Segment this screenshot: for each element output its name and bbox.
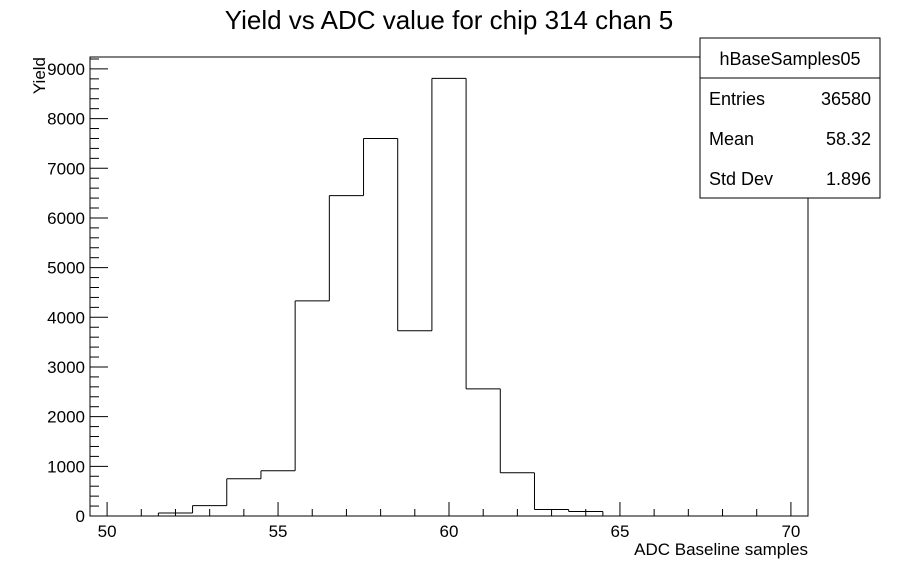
x-axis: 50 55 60 65 70 [98,502,800,541]
x-tick-label: 50 [98,522,117,541]
chart-title: Yield vs ADC value for chip 314 chan 5 [225,5,674,35]
histogram-bin [260,470,296,479]
stats-box-frame [699,37,881,199]
x-tick-label: 65 [610,522,629,541]
x-tick-label: 70 [781,522,800,541]
histogram-bin [431,77,467,331]
y-tick-label: 0 [76,507,85,526]
stats-mean-value: 58.32 [826,129,871,149]
histogram-bin [397,138,432,332]
histogram-bin [226,478,261,506]
y-axis-title: Yield [30,57,49,94]
stats-box: hBaseSamples05 Entries 36580 Mean 58.32 … [699,37,881,199]
histogram-bin [465,78,501,390]
histogram-bin [499,388,535,474]
stats-box-title: hBaseSamples05 [719,49,860,69]
stats-stddev-label: Std Dev [709,169,773,189]
y-tick-label: 1000 [47,457,85,476]
x-tick-label: 55 [269,522,288,541]
y-tick-label: 4000 [47,308,85,327]
y-tick-label: 7000 [47,159,85,178]
y-tick-label: 2000 [47,408,85,427]
histogram-bin [192,505,227,514]
histogram-bin [328,195,364,301]
x-axis-title: ADC Baseline samples [634,540,808,559]
y-tick-label: 6000 [47,209,85,228]
y-tick-label: 5000 [47,259,85,278]
histogram-bin [363,137,398,196]
stats-stddev-value: 1.896 [826,169,871,189]
x-tick-label: 60 [440,522,459,541]
y-tick-label: 8000 [47,110,85,129]
y-axis: 0 1000 2000 3000 4000 5000 6000 7000 8000 9000 [47,58,108,526]
y-tick-label: 3000 [47,358,85,377]
y-tick-label: 9000 [47,60,85,79]
stats-entries-value: 36580 [821,89,871,109]
stats-mean-label: Mean [709,129,754,149]
histogram-bars [157,77,604,516]
histogram-bin [533,472,569,511]
histogram-bin [294,300,330,471]
stats-entries-label: Entries [709,89,765,109]
